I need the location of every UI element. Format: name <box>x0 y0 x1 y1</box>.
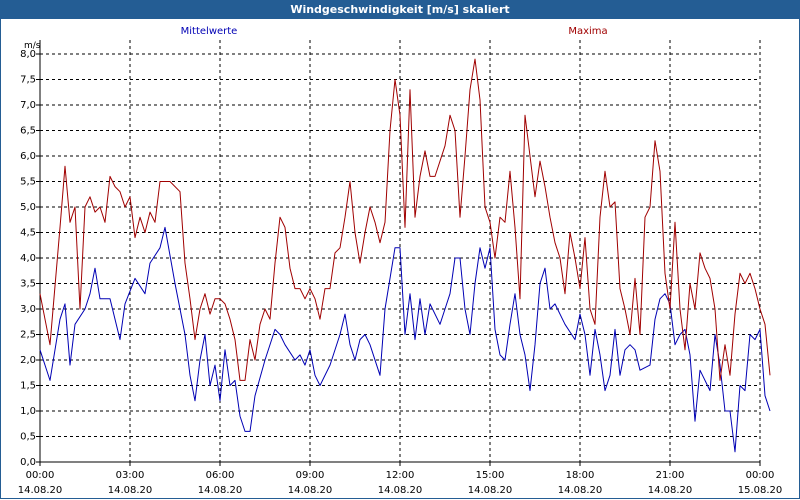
legend-label-mittelwerte: Mittelwerte <box>181 26 238 37</box>
x-tick-time-label: 06:00 <box>206 470 235 481</box>
y-tick-label: 4,0 <box>20 253 36 264</box>
y-tick-label: 4,5 <box>20 228 36 239</box>
y-tick-label: 2,0 <box>20 355 36 366</box>
y-tick-label: 8,0 <box>20 49 36 60</box>
x-tick-time-label: 03:00 <box>116 470 145 481</box>
x-tick-date-label: 15.08.20 <box>738 485 783 496</box>
y-tick-label: 1,0 <box>20 406 36 417</box>
x-tick-time-label: 09:00 <box>296 470 325 481</box>
x-tick-date-label: 14.08.20 <box>18 485 63 496</box>
series-line-mittelwerte <box>39 226 771 453</box>
series <box>39 58 771 453</box>
window-title: Windgeschwindigkeit [m/s] skaliert <box>0 0 800 19</box>
y-tick-label: 2,5 <box>20 330 36 341</box>
x-tick-time-label: 15:00 <box>476 470 505 481</box>
y-tick-label: 1,5 <box>20 381 36 392</box>
y-tick-label: 3,0 <box>20 304 36 315</box>
x-tick-time-label: 18:00 <box>566 470 595 481</box>
y-tick-label: 5,0 <box>20 202 36 213</box>
x-tick-date-label: 14.08.20 <box>198 485 243 496</box>
y-tick-label: 3,5 <box>20 279 36 290</box>
x-tick-date-label: 14.08.20 <box>378 485 423 496</box>
y-tick-label: 7,0 <box>20 100 36 111</box>
x-tick-time-label: 21:00 <box>656 470 685 481</box>
x-tick-date-label: 14.08.20 <box>288 485 333 496</box>
grid <box>39 40 761 463</box>
y-tick-label: 0,0 <box>20 457 36 468</box>
x-tick-date-label: 14.08.20 <box>468 485 513 496</box>
y-tick-label: 6,5 <box>20 126 36 137</box>
y-tick-label: 5,5 <box>20 177 36 188</box>
legend: Mittelwerte Maxima <box>181 26 608 37</box>
legend-label-maxima: Maxima <box>568 26 607 37</box>
series-line-maxima <box>39 58 771 381</box>
y-axis: m/s 0,0 0,5 1,0 1,5 2,0 2,5 3,0 3,5 4,0 4,5 5,0 5,5 6… <box>20 41 41 468</box>
y-tick-label: 6,0 <box>20 151 36 162</box>
x-tick-date-label: 14.08.20 <box>558 485 603 496</box>
x-tick-time-label: 12:00 <box>386 470 415 481</box>
x-tick-time-label: 00:00 <box>26 470 55 481</box>
x-tick-date-label: 14.08.20 <box>648 485 693 496</box>
y-tick-label: 7,5 <box>20 75 36 86</box>
x-tick-time-label: 00:00 <box>746 470 775 481</box>
x-tick-date-label: 14.08.20 <box>108 485 153 496</box>
y-tick-label: 0,5 <box>20 432 36 443</box>
y-axis-unit: m/s <box>24 41 41 51</box>
x-axis: 00:00 14.08.20 03:00 14.08.20 06:00 14.08.20 0… <box>18 462 783 496</box>
